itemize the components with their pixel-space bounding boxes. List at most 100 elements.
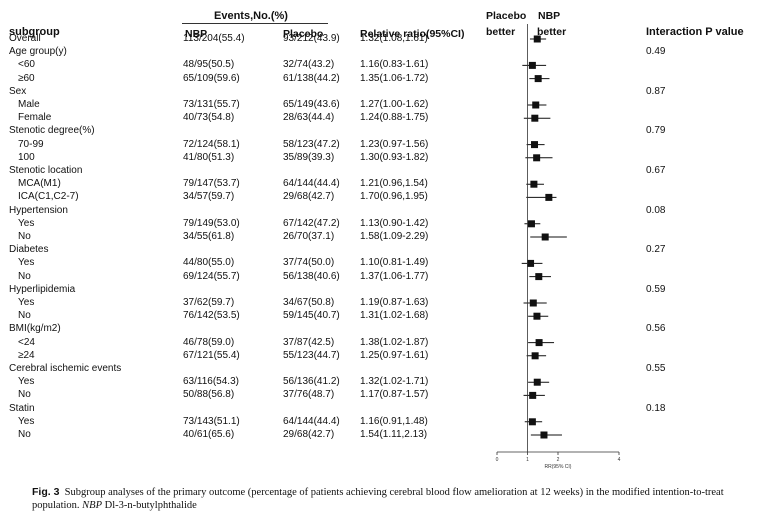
placebo-events: 59/145(40.7): [283, 310, 340, 322]
figure-caption: Fig. 3 Subgroup analyses of the primary …: [32, 486, 752, 512]
interaction-p-value: 0.87: [646, 85, 666, 97]
subgroup-label: <24: [18, 336, 35, 348]
x-tick-label: 1: [526, 457, 529, 463]
nbp-events: 69/124(55.7): [183, 270, 240, 282]
nbp-events: 63/116(54.3): [183, 376, 239, 388]
placebo-events: 67/142(47.2): [283, 217, 340, 229]
interaction-p-value: 0.08: [646, 204, 666, 216]
subgroup-label: No: [18, 389, 31, 401]
point-estimate: [528, 418, 536, 426]
subgroup-label: <60: [18, 59, 35, 71]
interaction-p-value: 0.56: [646, 323, 666, 335]
nbp-events: 72/124(58.1): [183, 138, 240, 150]
nbp-events: 79/147(53.7): [183, 178, 240, 190]
subgroup-label: 100: [18, 151, 35, 163]
relative-ratio: 1.23(0.97-1.56): [360, 138, 429, 150]
group-label: BMI(kg/m2): [9, 323, 61, 335]
header-subgroup: subgroup: [9, 26, 60, 38]
interaction-p-value: 0.49: [646, 46, 666, 58]
caption-abbr-def: Dl-3-n-butylphthalide: [104, 500, 197, 511]
header-events: Events,No.(%): [214, 10, 288, 22]
point-estimate: [541, 233, 549, 241]
nbp-events: 73/131(55.7): [183, 99, 240, 110]
header-placebo: Placebo: [283, 28, 324, 40]
x-axis-label: RR(95% CI): [545, 464, 572, 470]
header-nbp-better-top: NBP: [538, 10, 561, 22]
group-label: Diabetes: [9, 244, 49, 256]
header-interaction-p: Interaction P value: [646, 26, 744, 38]
relative-ratio: 1.25(0.97-1.61): [360, 349, 429, 361]
point-estimate: [534, 75, 542, 83]
point-estimate: [531, 352, 539, 360]
point-estimate: [531, 114, 539, 122]
placebo-events: 29/68(42.7): [283, 429, 335, 440]
placebo-events: 93/212(43.9): [283, 33, 340, 44]
placebo-events: 55/123(44.7): [283, 349, 340, 361]
x-tick-label: 0: [496, 457, 499, 463]
point-estimate: [529, 299, 537, 307]
subgroup-label: No: [18, 310, 31, 322]
placebo-events: 64/144(44.4): [283, 178, 340, 190]
nbp-events: 65/109(59.6): [183, 72, 240, 84]
nbp-events: 76/142(53.5): [183, 310, 240, 322]
point-estimate: [532, 101, 540, 109]
relative-ratio: 1.17(0.87-1.57): [360, 389, 429, 401]
interaction-p-value: 0.59: [646, 283, 666, 295]
placebo-events: 58/123(47.2): [283, 138, 340, 150]
relative-ratio: 1.10(0.81-1.49): [360, 257, 429, 269]
placebo-events: 56/136(41.2): [283, 376, 340, 388]
subgroup-label: No: [18, 429, 31, 440]
placebo-events: 37/87(42.5): [283, 336, 335, 348]
placebo-events: 37/74(50.0): [283, 257, 335, 269]
subgroup-label: Yes: [18, 376, 35, 388]
relative-ratio: 1.37(1.06-1.77): [360, 270, 429, 282]
group-label: Overall: [9, 33, 41, 44]
relative-ratio: 1.58(1.09-2.29): [360, 231, 429, 242]
relative-ratio: 1.16(0.83-1.61): [360, 59, 429, 71]
point-estimate: [529, 391, 537, 399]
header-nbp: NBP: [185, 28, 208, 40]
relative-ratio: 1.32(1.02-1.71): [360, 376, 429, 388]
relative-ratio: 1.38(1.02-1.87): [360, 336, 429, 348]
subgroup-label: ≥60: [18, 72, 35, 84]
subgroup-label: Female: [18, 112, 52, 124]
subgroup-label: 70-99: [18, 138, 44, 150]
placebo-events: 32/74(43.2): [283, 59, 335, 71]
relative-ratio: 1.35(1.06-1.72): [360, 72, 429, 84]
nbp-events: 40/73(54.8): [183, 112, 235, 124]
point-estimate: [533, 154, 541, 162]
nbp-events: 67/121(55.4): [183, 349, 240, 361]
relative-ratio: 1.54(1.11,2.13): [360, 429, 428, 440]
placebo-events: 37/76(48.7): [283, 389, 335, 401]
nbp-events: 46/78(59.0): [183, 336, 235, 348]
subgroup-label: Yes: [18, 415, 35, 427]
forest-plot-figure: Events,No.(%) subgroup NBP Placebo Relat…: [9, 10, 744, 470]
relative-ratio: 1.13(0.90-1.42): [360, 217, 429, 229]
nbp-events: 73/143(51.1): [183, 415, 240, 427]
header-nbp-better-bottom: better: [537, 26, 567, 38]
x-tick-label: 2: [557, 457, 560, 463]
placebo-events: 34/67(50.8): [283, 297, 335, 308]
group-label: Cerebral ischemic events: [9, 363, 122, 374]
placebo-events: 35/89(39.3): [283, 151, 335, 163]
point-estimate: [533, 378, 541, 386]
point-estimate: [528, 61, 536, 69]
subgroup-label: Yes: [18, 217, 35, 229]
caption-label: Fig. 3: [32, 486, 60, 498]
subgroup-label: Yes: [18, 257, 35, 269]
placebo-events: 28/63(44.4): [283, 112, 335, 124]
relative-ratio: 1.21(0.96,1.54): [360, 178, 428, 190]
subgroup-label: MCA(M1): [18, 178, 61, 190]
placebo-events: 29/68(42.7): [283, 191, 335, 203]
interaction-p-value: 0.55: [646, 363, 666, 374]
group-label: Hypertension: [9, 204, 68, 216]
point-estimate: [545, 193, 553, 201]
nbp-events: 48/95(50.5): [183, 59, 235, 71]
caption-text: Subgroup analyses of the primary outcome…: [32, 487, 724, 511]
relative-ratio: 1.30(0.93-1.82): [360, 151, 429, 163]
point-estimate: [535, 339, 543, 347]
point-estimate: [531, 141, 539, 149]
group-label: Statin: [9, 402, 35, 414]
nbp-events: 37/62(59.7): [183, 297, 235, 308]
group-label: Sex: [9, 85, 27, 97]
